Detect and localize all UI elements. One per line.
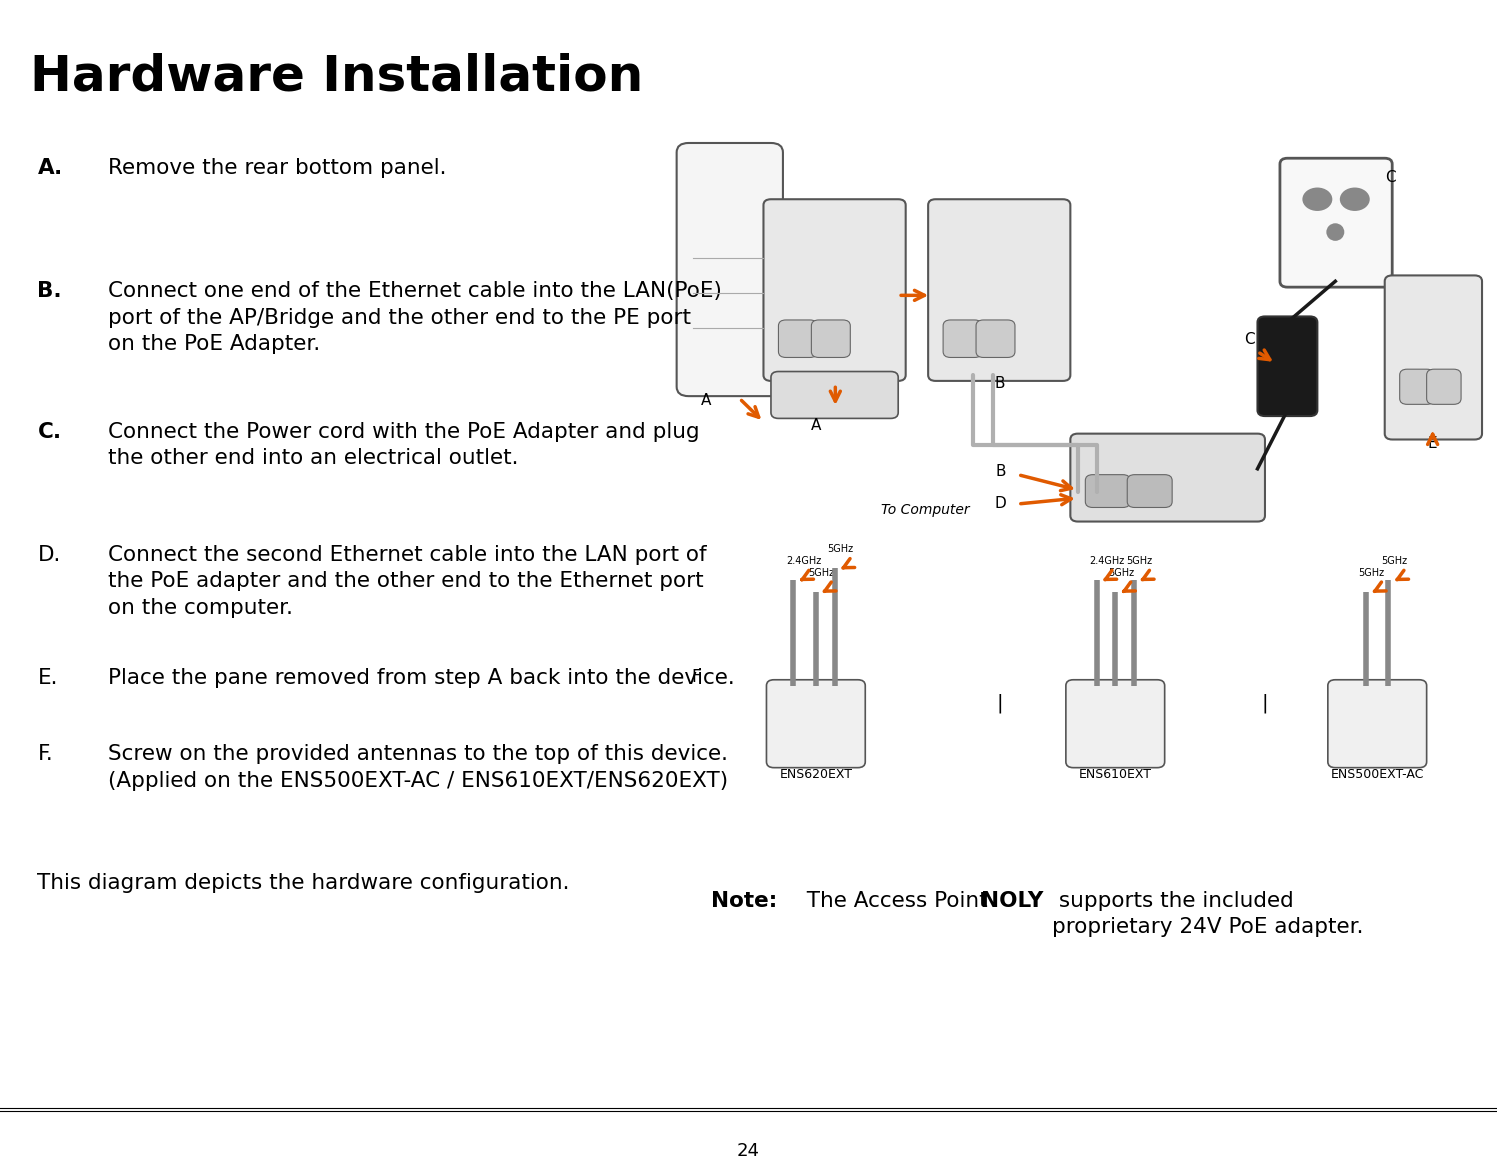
Text: A: A bbox=[701, 393, 711, 408]
FancyBboxPatch shape bbox=[1085, 475, 1130, 507]
Text: A: A bbox=[811, 418, 820, 434]
Text: C: C bbox=[1244, 333, 1254, 347]
Text: 5GHz: 5GHz bbox=[826, 544, 853, 554]
Circle shape bbox=[1302, 188, 1332, 211]
FancyBboxPatch shape bbox=[1400, 369, 1434, 404]
Text: |: | bbox=[1262, 694, 1268, 713]
Text: To Computer: To Computer bbox=[882, 503, 970, 517]
Text: D: D bbox=[994, 497, 1006, 511]
Text: NOLY: NOLY bbox=[981, 891, 1043, 911]
Text: |: | bbox=[997, 694, 1003, 713]
Text: ENS500EXT-AC: ENS500EXT-AC bbox=[1331, 768, 1424, 781]
Text: C: C bbox=[1385, 170, 1395, 185]
Text: Hardware Installation: Hardware Installation bbox=[30, 53, 644, 101]
Text: The Access Point: The Access Point bbox=[793, 891, 996, 911]
FancyBboxPatch shape bbox=[976, 320, 1015, 357]
Text: B.: B. bbox=[37, 281, 61, 301]
FancyBboxPatch shape bbox=[766, 680, 865, 768]
Text: B: B bbox=[996, 464, 1006, 478]
FancyBboxPatch shape bbox=[1280, 158, 1392, 287]
Text: Connect the Power cord with the PoE Adapter and plug
the other end into an elect: Connect the Power cord with the PoE Adap… bbox=[108, 422, 699, 469]
Circle shape bbox=[1340, 188, 1370, 211]
Text: D.: D. bbox=[37, 545, 61, 565]
Text: supports the included
proprietary 24V PoE adapter.: supports the included proprietary 24V Po… bbox=[1052, 891, 1364, 938]
FancyBboxPatch shape bbox=[771, 372, 898, 418]
FancyBboxPatch shape bbox=[943, 320, 982, 357]
Text: E.: E. bbox=[37, 668, 58, 688]
Text: 5GHz: 5GHz bbox=[1126, 556, 1153, 566]
Text: E: E bbox=[1428, 436, 1437, 451]
FancyBboxPatch shape bbox=[1328, 680, 1427, 768]
Text: 2.4GHz: 2.4GHz bbox=[786, 556, 822, 566]
Text: C.: C. bbox=[37, 422, 61, 442]
Text: F.: F. bbox=[37, 744, 54, 764]
Text: 2.4GHz: 2.4GHz bbox=[1090, 556, 1124, 566]
Text: Remove the rear bottom panel.: Remove the rear bottom panel. bbox=[108, 158, 446, 178]
Text: 5GHz: 5GHz bbox=[1382, 556, 1407, 566]
Text: Connect one end of the Ethernet cable into the LAN(PoE)
port of the AP/Bridge an: Connect one end of the Ethernet cable in… bbox=[108, 281, 722, 354]
Text: This diagram depicts the hardware configuration.: This diagram depicts the hardware config… bbox=[37, 873, 570, 893]
FancyBboxPatch shape bbox=[1385, 275, 1482, 440]
Text: 5GHz: 5GHz bbox=[1108, 567, 1133, 578]
FancyBboxPatch shape bbox=[677, 143, 783, 396]
FancyBboxPatch shape bbox=[1070, 434, 1265, 522]
FancyBboxPatch shape bbox=[811, 320, 850, 357]
Text: B: B bbox=[994, 376, 1006, 391]
Text: A.: A. bbox=[37, 158, 63, 178]
Text: Place the pane removed from step A back into the device.: Place the pane removed from step A back … bbox=[108, 668, 735, 688]
Text: 24: 24 bbox=[737, 1142, 760, 1160]
FancyBboxPatch shape bbox=[763, 199, 906, 381]
Text: 5GHz: 5GHz bbox=[1359, 567, 1385, 578]
Text: Connect the second Ethernet cable into the LAN port of
the PoE adapter and the o: Connect the second Ethernet cable into t… bbox=[108, 545, 707, 618]
FancyBboxPatch shape bbox=[1427, 369, 1461, 404]
Text: 5GHz: 5GHz bbox=[808, 567, 834, 578]
FancyBboxPatch shape bbox=[1066, 680, 1165, 768]
FancyBboxPatch shape bbox=[1257, 316, 1317, 416]
Text: ENS610EXT: ENS610EXT bbox=[1079, 768, 1151, 781]
Text: Screw on the provided antennas to the top of this device.
(Applied on the ENS500: Screw on the provided antennas to the to… bbox=[108, 744, 728, 791]
Text: Note:: Note: bbox=[711, 891, 777, 911]
FancyBboxPatch shape bbox=[928, 199, 1070, 381]
FancyBboxPatch shape bbox=[1127, 475, 1172, 507]
Text: F: F bbox=[692, 668, 701, 686]
Text: ENS620EXT: ENS620EXT bbox=[780, 768, 852, 781]
FancyBboxPatch shape bbox=[778, 320, 817, 357]
Ellipse shape bbox=[1326, 223, 1344, 240]
